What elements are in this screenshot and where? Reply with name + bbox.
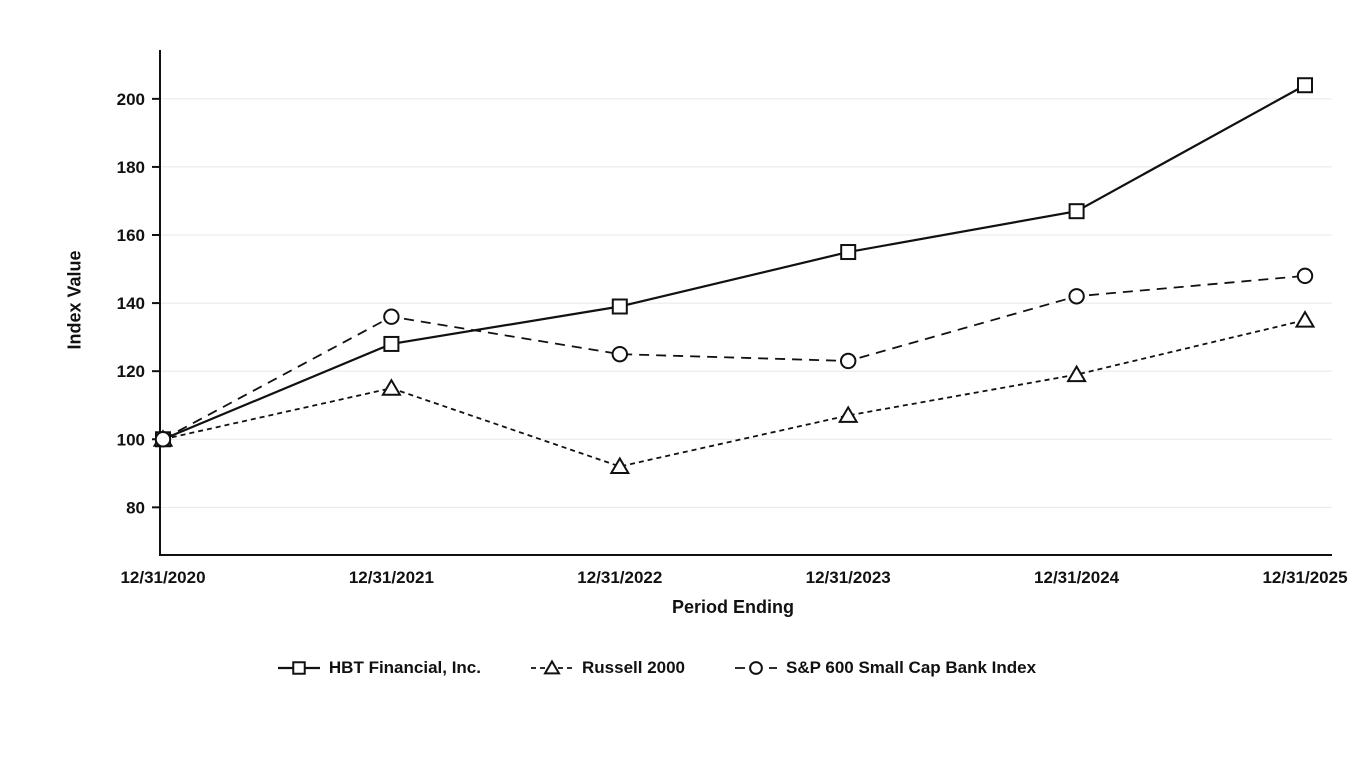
x-axis-title: Period Ending: [671, 597, 794, 617]
triangle-marker-icon: [381, 378, 402, 396]
y-tick-label: 180: [117, 158, 145, 177]
series-line-triangle: [162, 319, 1306, 468]
circle-marker-icon: [383, 308, 400, 325]
square-marker-icon: [1297, 77, 1313, 94]
x-tick-label: 12/31/2023: [806, 568, 891, 587]
circle-marker-icon: [1068, 288, 1085, 305]
chart-legend: HBT Financial, Inc. Russell 2000 S&P 600 S…: [36, 658, 1276, 678]
circle-marker-icon: [154, 431, 172, 448]
circle-marker-icon: [749, 661, 763, 675]
x-tick-label: 12/31/2020: [120, 568, 205, 587]
series-line-square: [162, 84, 1306, 441]
square-marker-icon: [383, 335, 400, 352]
square-marker-icon: [292, 661, 306, 675]
x-tick-label: 12/31/2025: [1262, 568, 1347, 587]
y-tick-label: 120: [117, 362, 145, 381]
square-marker-icon: [840, 244, 857, 261]
legend-square-glyph-icon: [277, 661, 320, 675]
y-tick-label: 140: [117, 294, 145, 313]
legend-item-square: HBT Financial, Inc.: [276, 658, 481, 678]
circle-marker-icon: [840, 352, 857, 370]
legend-item-triangle: Russell 2000: [529, 658, 685, 678]
legend-label: HBT Financial, Inc.: [328, 658, 481, 677]
triangle-marker-icon: [1066, 364, 1087, 383]
x-tick-label: 12/31/2021: [349, 568, 434, 587]
x-tick-label: 12/31/2024: [1034, 568, 1120, 587]
circle-marker-icon: [1296, 267, 1314, 285]
square-marker-icon: [1068, 203, 1085, 220]
y-tick-label: 200: [117, 90, 145, 109]
legend-circle-glyph-icon: [735, 661, 778, 675]
y-tick-label: 80: [126, 498, 145, 517]
y-tick-label: 160: [117, 226, 145, 245]
chart-canvas: 80 100 120 140 160 180 200 12/31/2020 12/31/2021…: [117, 50, 1348, 587]
y-axis-title: Index Value: [64, 250, 85, 350]
triangle-marker-icon: [609, 456, 631, 474]
triangle-marker-icon: [837, 405, 859, 423]
square-marker-icon: [611, 298, 628, 315]
triangle-marker-icon: [543, 659, 561, 675]
legend-item-circle: S&P 600 Small Cap Bank Index: [733, 658, 1036, 678]
circle-marker-icon: [611, 345, 628, 363]
legend-label: Russell 2000: [582, 658, 686, 677]
legend-triangle-glyph-icon: [531, 659, 573, 675]
triangle-marker-icon: [1294, 310, 1316, 328]
x-tick-label: 12/31/2022: [577, 568, 662, 587]
legend-label: S&P 600 Small Cap Bank Index: [786, 658, 1037, 677]
series-line-circle: [162, 274, 1306, 441]
y-tick-label: 100: [117, 430, 145, 449]
